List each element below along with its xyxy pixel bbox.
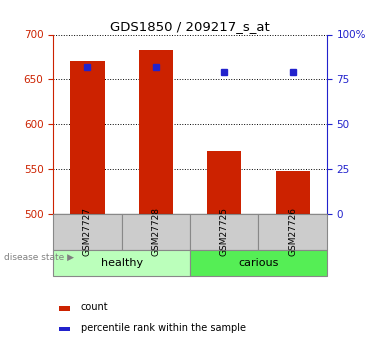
Bar xyxy=(59,306,70,311)
Text: GSM27725: GSM27725 xyxy=(220,207,229,256)
Text: percentile rank within the sample: percentile rank within the sample xyxy=(81,323,245,333)
Text: GSM27727: GSM27727 xyxy=(83,207,92,256)
Text: GSM27726: GSM27726 xyxy=(288,207,297,256)
Text: GSM27728: GSM27728 xyxy=(151,207,160,256)
Bar xyxy=(190,250,327,276)
Text: carious: carious xyxy=(238,258,279,268)
Text: count: count xyxy=(81,303,108,313)
Bar xyxy=(122,214,190,250)
Bar xyxy=(139,50,173,214)
Bar xyxy=(276,171,310,214)
Bar xyxy=(207,151,241,214)
Bar xyxy=(59,327,70,331)
Bar xyxy=(258,214,327,250)
Title: GDS1850 / 209217_s_at: GDS1850 / 209217_s_at xyxy=(110,20,270,33)
Bar xyxy=(70,61,104,214)
Bar xyxy=(190,214,258,250)
Text: disease state ▶: disease state ▶ xyxy=(4,253,74,262)
Bar xyxy=(53,214,122,250)
Text: healthy: healthy xyxy=(101,258,142,268)
Bar xyxy=(53,250,190,276)
